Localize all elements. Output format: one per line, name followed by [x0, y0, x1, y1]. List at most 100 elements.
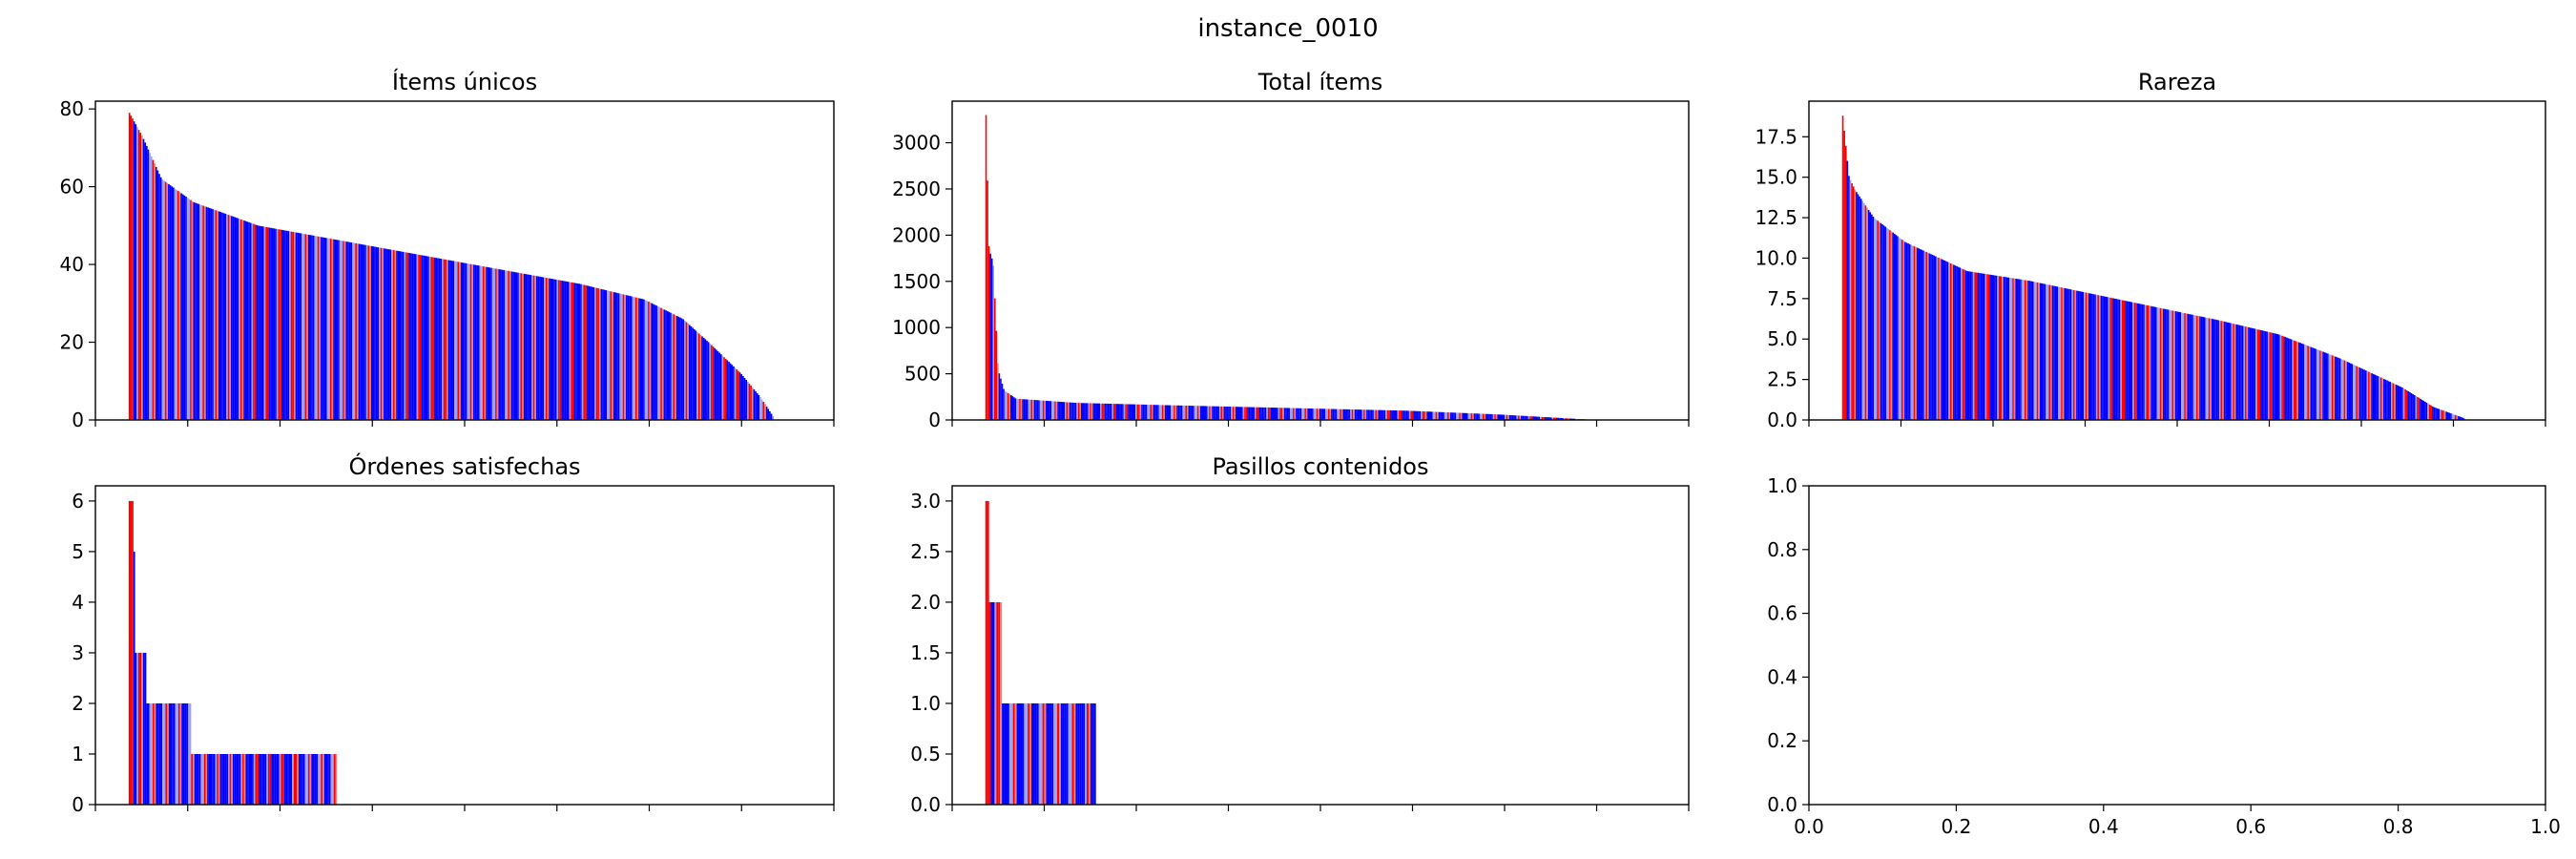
x-tick-label: 0.8 [2383, 815, 2414, 838]
bar [2433, 407, 2436, 420]
bar [2033, 282, 2036, 420]
bar [1054, 401, 1056, 420]
bar [2215, 320, 2218, 420]
bar [1154, 405, 1156, 420]
bar [2275, 333, 2277, 420]
bar [1326, 409, 1329, 420]
bar [1091, 702, 1094, 805]
figure-title: instance_0010 [1197, 14, 1378, 43]
bar [1871, 214, 1873, 420]
bar [329, 239, 332, 420]
bar [240, 753, 243, 805]
bar [2354, 365, 2357, 420]
bar [1972, 272, 1975, 420]
bar [1201, 406, 1204, 420]
bar [534, 275, 537, 420]
bar [311, 235, 313, 420]
bar [1889, 230, 1891, 420]
bar [2030, 281, 2032, 420]
bar [2427, 403, 2429, 420]
bar [2397, 385, 2399, 420]
bar [302, 753, 305, 805]
bar [1527, 415, 1528, 420]
bar [335, 753, 338, 805]
bar [1511, 415, 1514, 420]
bar [383, 248, 385, 420]
bar [244, 220, 247, 420]
bar [758, 394, 760, 420]
bar [1133, 404, 1136, 420]
bar [1275, 408, 1278, 420]
bar [1482, 413, 1485, 420]
bar [1366, 409, 1368, 420]
bar [1323, 409, 1325, 420]
bar [1176, 405, 1178, 420]
bar [419, 255, 422, 420]
bar [267, 753, 270, 805]
y-tick-label: 2500 [892, 178, 941, 200]
bar [2050, 284, 2052, 420]
bar [503, 270, 506, 420]
bar [1481, 413, 1484, 420]
subplot: Ítems únicos 0 20 40 60 80 [60, 68, 835, 431]
bar [155, 166, 157, 420]
bar [323, 237, 326, 420]
bar [1554, 417, 1557, 420]
bar [753, 388, 756, 420]
bar [1385, 409, 1387, 420]
bar [188, 199, 191, 420]
bar [196, 203, 198, 420]
bar [998, 373, 1001, 420]
bar [248, 221, 250, 420]
bar [162, 702, 164, 805]
bar [268, 227, 271, 420]
bar [1936, 257, 1939, 420]
bar [1435, 411, 1438, 420]
bar [540, 277, 543, 420]
bar [638, 298, 640, 420]
bar [322, 237, 324, 420]
bar [477, 265, 480, 420]
bar [178, 192, 181, 420]
y-tick-label: 0.0 [1767, 793, 1797, 816]
bar [1340, 409, 1341, 420]
bar [1841, 115, 1844, 420]
bar [1110, 404, 1112, 420]
bar [646, 301, 649, 420]
bar [1100, 403, 1102, 420]
bar [1320, 409, 1322, 420]
bar [347, 241, 349, 420]
bar [2085, 292, 2088, 420]
bar [2360, 367, 2362, 420]
bar [238, 753, 239, 805]
bar [2458, 415, 2460, 420]
bar [1298, 408, 1300, 420]
bar [2138, 304, 2141, 420]
bar [655, 305, 657, 420]
bar [760, 399, 763, 420]
bar [1505, 414, 1506, 420]
bar [1475, 413, 1477, 420]
bar [1270, 408, 1273, 420]
subplot: Rareza 0.0 2.5 5.0 7.5 10.0 12.5 15.0 17.5 [1755, 69, 2546, 431]
bar [1199, 406, 1202, 420]
bar [1954, 265, 1957, 420]
bar [399, 251, 402, 420]
bar [2077, 290, 2080, 420]
bar [1266, 407, 1268, 420]
bar [1563, 418, 1566, 420]
bar [290, 753, 293, 805]
bar [591, 286, 593, 420]
bar [1939, 258, 1942, 420]
y-tick-label: 1.0 [910, 692, 941, 715]
bar [1943, 260, 1946, 420]
bar [2192, 315, 2195, 420]
bar [1568, 418, 1569, 420]
y-tick-label: 1.0 [1767, 474, 1797, 497]
bar [1913, 246, 1916, 420]
bar [411, 253, 414, 420]
bar [2450, 413, 2452, 420]
bar [696, 331, 698, 420]
bar [2333, 355, 2336, 420]
bar [2349, 363, 2352, 420]
